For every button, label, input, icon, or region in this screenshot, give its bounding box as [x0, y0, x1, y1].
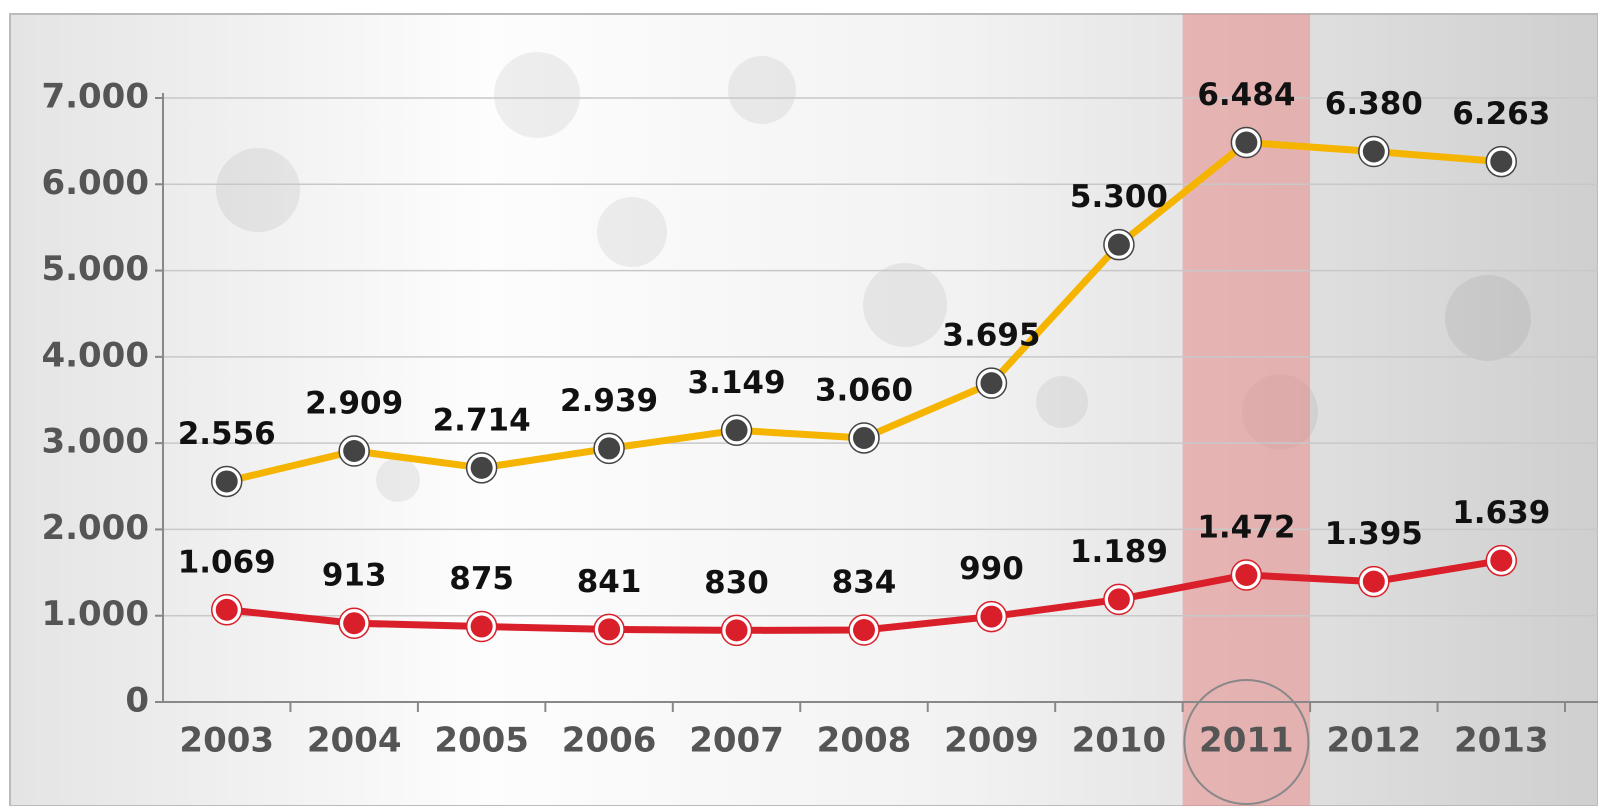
- point: [1362, 140, 1385, 163]
- value-label: 841: [577, 564, 642, 600]
- y-tick-label: 1.000: [41, 594, 149, 634]
- y-tick-label: 4.000: [41, 335, 149, 375]
- background: [9, 13, 1598, 806]
- point: [215, 598, 238, 621]
- x-tick-label: 2005: [434, 721, 529, 761]
- point: [1235, 131, 1258, 154]
- x-tick-label: 2013: [1454, 721, 1549, 761]
- value-label: 834: [832, 565, 897, 601]
- value-label: 2.939: [560, 383, 658, 419]
- point: [1490, 549, 1513, 572]
- value-label: 3.695: [942, 318, 1040, 354]
- point: [343, 439, 366, 462]
- y-tick-label: 6.000: [41, 163, 149, 203]
- point: [980, 605, 1003, 628]
- point: [470, 615, 493, 638]
- value-label: 830: [704, 565, 769, 601]
- value-label: 1.069: [178, 544, 276, 580]
- value-label: 875: [449, 561, 514, 597]
- value-label: 913: [322, 558, 387, 594]
- point: [853, 426, 875, 449]
- value-label: 6.484: [1197, 77, 1295, 113]
- point: [725, 619, 748, 642]
- value-label: 2.556: [178, 416, 276, 452]
- point: [1107, 233, 1130, 256]
- point: [725, 419, 748, 442]
- value-label: 990: [959, 551, 1024, 587]
- value-label: 3.060: [815, 372, 913, 408]
- x-tick-label: 2006: [562, 721, 657, 761]
- value-label: 2.714: [433, 402, 531, 438]
- x-tick-label: 2009: [944, 721, 1039, 761]
- point: [1490, 150, 1513, 173]
- value-label: 6.380: [1325, 86, 1423, 122]
- x-tick-label: 2008: [817, 721, 912, 761]
- point: [1235, 563, 1258, 586]
- x-tick-label: 2003: [179, 721, 274, 761]
- y-tick-label: 2.000: [41, 508, 149, 548]
- point: [980, 372, 1003, 395]
- y-tick-label: 5.000: [41, 249, 149, 289]
- point: [598, 437, 621, 460]
- point: [470, 456, 493, 479]
- value-label: 1.472: [1197, 509, 1295, 545]
- x-tick-label: 2010: [1072, 721, 1167, 761]
- point: [343, 612, 366, 635]
- x-tick-label: 2012: [1326, 721, 1421, 761]
- y-tick-label: 0: [125, 681, 149, 721]
- point: [1362, 570, 1385, 593]
- decoration: [216, 52, 1531, 502]
- x-tick-label: 2011: [1199, 721, 1294, 761]
- x-tick-label: 2004: [307, 721, 402, 761]
- y-tick-label: 3.000: [41, 422, 149, 462]
- point: [215, 470, 238, 493]
- point: [598, 618, 621, 641]
- point: [1107, 588, 1130, 611]
- value-label: 2.909: [305, 385, 403, 421]
- highlight-ring: [1183, 679, 1310, 805]
- point: [853, 619, 875, 642]
- value-label: 6.263: [1452, 96, 1550, 132]
- value-label: 1.189: [1070, 534, 1168, 570]
- value-label: 1.395: [1325, 516, 1423, 552]
- x-tick-label: 2007: [689, 721, 784, 761]
- value-label: 1.639: [1452, 495, 1550, 531]
- value-label: 3.149: [688, 365, 786, 401]
- y-tick-label: 7.000: [41, 77, 149, 117]
- value-label: 5.300: [1070, 179, 1168, 215]
